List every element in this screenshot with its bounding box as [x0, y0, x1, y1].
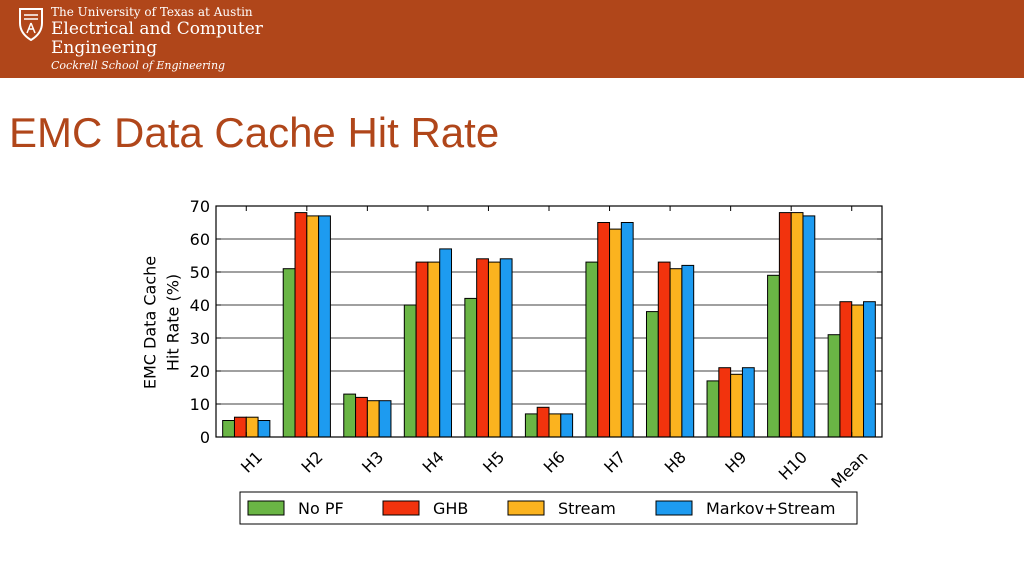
legend-label: Stream: [558, 499, 616, 518]
bar-ghb-h5: [476, 258, 489, 438]
bar-markov-stream-h1: [257, 420, 271, 438]
bar-ghb-h10: [778, 212, 792, 438]
ut-seal-icon: [19, 8, 43, 41]
bar-no-pf-h4: [403, 304, 417, 438]
bar-markov-stream-h6: [560, 413, 574, 438]
bar-markov-stream-h7: [620, 222, 634, 438]
y-axis-label: Hit Rate (%): [164, 274, 183, 371]
x-tick-label: H9: [721, 447, 750, 476]
department-line-2: Engineering: [51, 38, 158, 58]
bar-stream-h5: [487, 261, 501, 438]
bar-markov-stream-h10: [802, 215, 816, 438]
slide-title: EMC Data Cache Hit Rate: [9, 109, 500, 156]
y-tick-label: 30: [190, 329, 210, 348]
x-tick-label: H7: [600, 447, 629, 476]
bar-no-pf-h10: [767, 274, 780, 438]
bar-no-pf-mean: [827, 334, 841, 438]
legend-label: Markov+Stream: [706, 499, 835, 518]
bar-no-pf-h2: [282, 268, 296, 438]
bar-no-pf-h1: [222, 420, 235, 438]
y-tick-label: 50: [190, 263, 210, 282]
bar-stream-mean: [851, 304, 865, 438]
bar-stream-h8: [669, 268, 683, 438]
x-tick-label: H8: [661, 447, 690, 476]
x-tick-label: H2: [298, 447, 327, 476]
x-tick-label: Mean: [827, 447, 871, 491]
bar-ghb-h2: [294, 212, 308, 438]
x-tick-label: H3: [358, 447, 387, 476]
bar-no-pf-h9: [706, 380, 720, 438]
bar-stream-h9: [730, 373, 743, 438]
bar-stream-h6: [548, 413, 562, 438]
legend-swatch: [247, 500, 285, 516]
university-name: The University of Texas at Austin: [51, 5, 253, 19]
bar-ghb-h8: [657, 261, 671, 438]
y-tick-label: 20: [190, 362, 210, 381]
y-tick-label: 10: [190, 395, 210, 414]
bar-stream-h3: [366, 400, 380, 438]
plot-frame: [215, 205, 883, 438]
bar-stream-h2: [306, 215, 320, 438]
y-tick-label: 0: [200, 428, 210, 447]
bar-ghb-h9: [718, 367, 732, 438]
bar-markov-stream-h3: [378, 400, 392, 438]
bar-ghb-h3: [355, 396, 368, 438]
bar-no-pf-h6: [524, 413, 538, 438]
bar-markov-stream-mean: [863, 301, 876, 438]
bar-ghb-h6: [536, 406, 550, 438]
x-tick-label: H1: [237, 447, 266, 476]
y-tick-label: 40: [190, 296, 210, 315]
x-tick-label: H10: [775, 447, 811, 483]
y-tick-label: 60: [190, 230, 210, 249]
bar-no-pf-h8: [645, 311, 659, 438]
bar-no-pf-h5: [464, 297, 478, 438]
bar-no-pf-h7: [585, 261, 599, 438]
legend-swatch: [382, 500, 420, 516]
bar-ghb-h7: [597, 222, 611, 438]
bar-ghb-h4: [415, 261, 429, 438]
department-line-1: Electrical and Computer: [51, 19, 263, 39]
legend-label: No PF: [298, 499, 344, 518]
bar-stream-h7: [609, 228, 622, 438]
brand-text: The University of Texas at Austin Electr…: [51, 5, 263, 73]
bar-markov-stream-h2: [318, 215, 331, 438]
y-tick-label: 70: [190, 197, 210, 216]
legend-swatch: [655, 500, 693, 516]
bar-markov-stream-h5: [499, 258, 513, 438]
bar-markov-stream-h9: [741, 367, 755, 438]
y-axis-label: EMC Data Cache: [141, 256, 160, 389]
x-tick-label: H6: [540, 447, 569, 476]
bar-markov-stream-h4: [439, 248, 453, 438]
legend-box: [239, 491, 858, 525]
bar-no-pf-h3: [343, 393, 357, 438]
legend-swatch: [507, 500, 545, 516]
bar-stream-h10: [790, 212, 804, 438]
bar-stream-h4: [427, 261, 441, 438]
header-banner: The University of Texas at Austin Electr…: [0, 0, 1024, 78]
bar-ghb-mean: [839, 301, 853, 438]
bar-ghb-h1: [233, 416, 247, 438]
x-tick-label: H5: [479, 447, 508, 476]
school-name: Cockrell School of Engineering: [51, 59, 226, 72]
bar-stream-h1: [245, 416, 259, 438]
x-tick-label: H4: [419, 447, 448, 476]
legend-label: GHB: [433, 499, 468, 518]
bar-markov-stream-h8: [681, 264, 695, 438]
